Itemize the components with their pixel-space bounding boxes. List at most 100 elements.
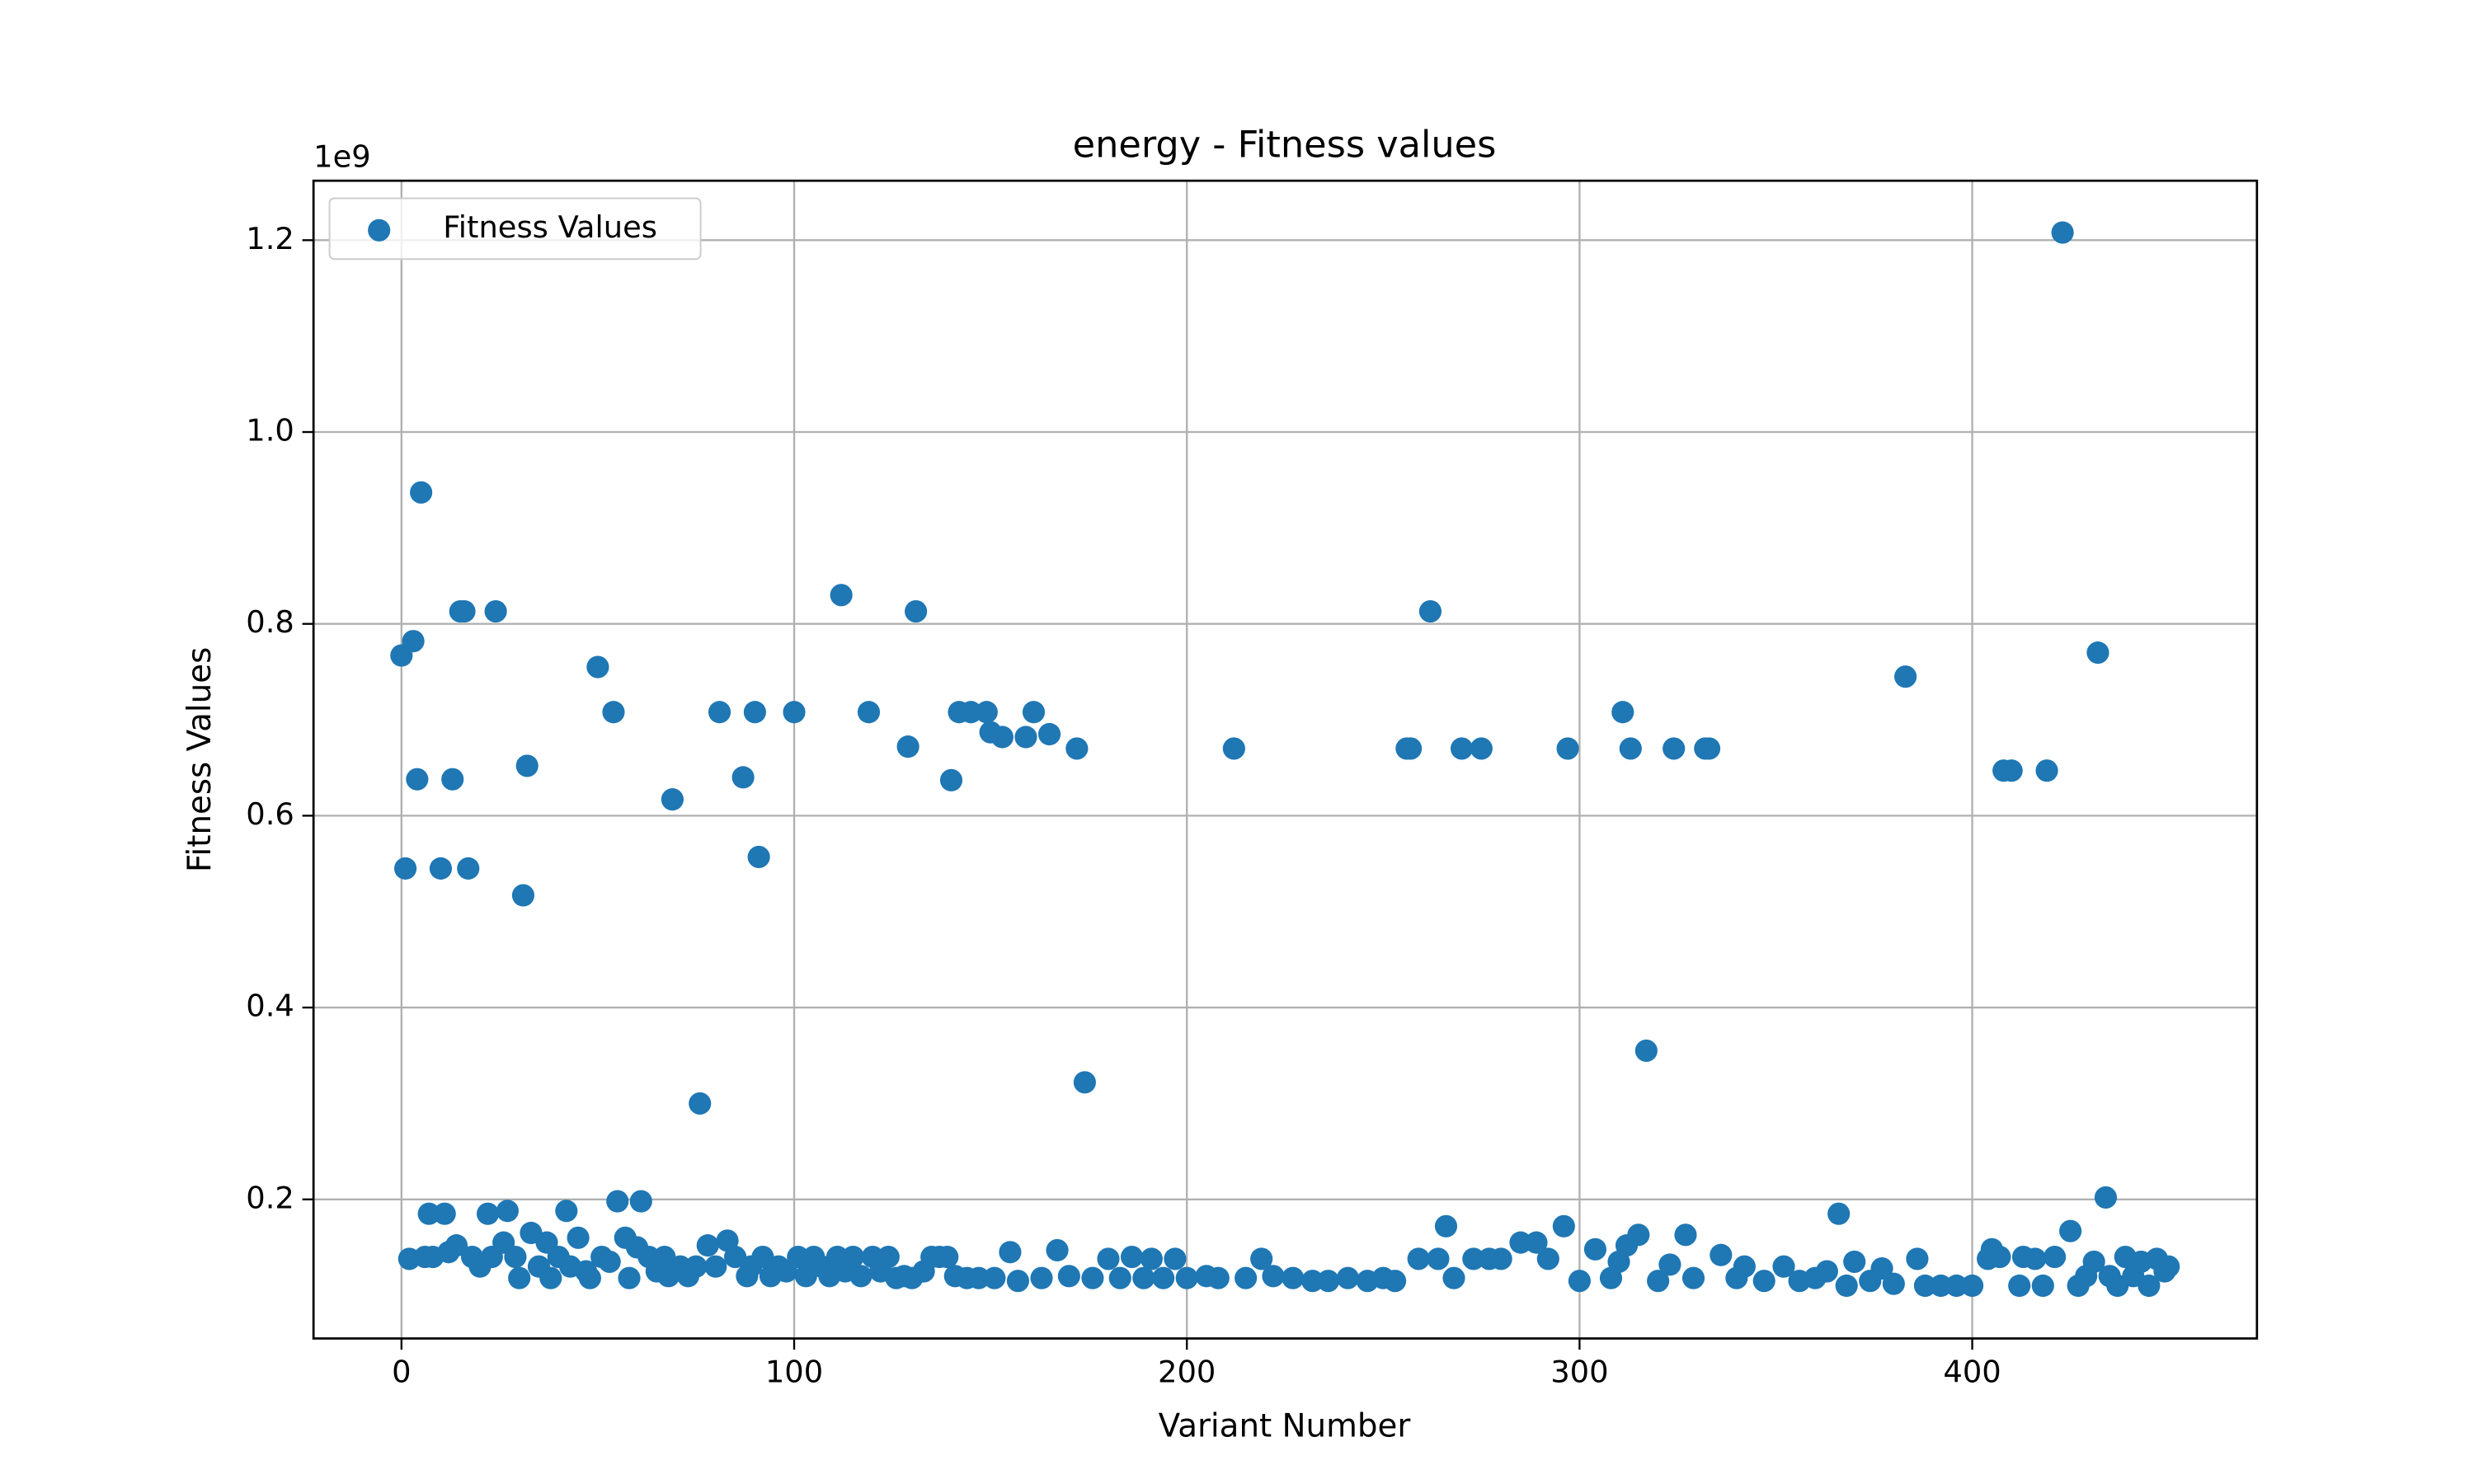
point	[1014, 726, 1037, 749]
point	[1383, 1270, 1407, 1293]
point	[1552, 1214, 1575, 1237]
point	[1235, 1266, 1258, 1289]
point	[1894, 665, 1917, 688]
point	[696, 1234, 719, 1257]
point	[896, 735, 920, 758]
point	[830, 584, 853, 607]
point	[1175, 1266, 1198, 1289]
point	[1663, 737, 1686, 760]
point	[999, 1241, 1022, 1264]
point	[1752, 1270, 1776, 1293]
point	[1037, 722, 1061, 746]
point	[1470, 737, 1493, 760]
point	[1615, 1234, 1639, 1257]
point	[983, 1266, 1006, 1289]
point	[1619, 737, 1642, 760]
point	[1536, 1247, 1559, 1270]
point	[629, 1190, 652, 1213]
point	[1647, 1270, 1670, 1293]
point	[1407, 1247, 1430, 1270]
point	[1913, 1274, 1936, 1298]
point	[841, 1246, 865, 1269]
point	[477, 1202, 500, 1225]
point	[508, 1266, 531, 1289]
point	[1960, 1274, 1984, 1298]
point	[1006, 1270, 1030, 1293]
point	[2086, 641, 2109, 665]
point	[990, 726, 1014, 749]
point	[1022, 701, 1046, 724]
point	[2043, 1246, 2067, 1269]
point	[602, 701, 625, 724]
point	[1065, 737, 1089, 760]
x-tick-label: 400	[1943, 1355, 2001, 1390]
point	[1697, 737, 1721, 760]
point	[555, 1200, 578, 1223]
point	[1108, 1266, 1131, 1289]
point	[598, 1250, 621, 1273]
point	[1929, 1274, 1953, 1298]
point	[787, 1246, 810, 1269]
point	[1206, 1266, 1230, 1289]
point	[1815, 1260, 1838, 1283]
point	[939, 768, 963, 791]
point	[731, 766, 755, 789]
point	[429, 857, 453, 880]
point	[1120, 1246, 1144, 1269]
y-tick-label: 0.2	[246, 1180, 294, 1215]
point	[1081, 1266, 1104, 1289]
point	[1906, 1247, 1929, 1270]
point	[539, 1266, 562, 1289]
point	[1870, 1256, 1893, 1280]
point	[1282, 1266, 1305, 1289]
point	[606, 1190, 629, 1213]
point	[708, 701, 731, 724]
point	[394, 857, 417, 880]
point	[905, 600, 928, 623]
point	[1733, 1255, 1756, 1278]
point	[511, 884, 535, 907]
plot-frame	[312, 179, 2259, 1340]
x-tick-label: 200	[1158, 1355, 1216, 1390]
point	[1164, 1247, 1187, 1270]
point	[1988, 1246, 2011, 1269]
point	[1434, 1214, 1458, 1237]
point	[1843, 1250, 1866, 1273]
y-offset-text: 1e9	[313, 139, 371, 175]
point	[1336, 1266, 1360, 1289]
point	[1152, 1266, 1175, 1289]
point	[444, 1234, 468, 1257]
point	[1827, 1202, 1851, 1225]
point	[1710, 1243, 1733, 1266]
x-tick-label: 0	[392, 1355, 411, 1390]
point	[1674, 1223, 1697, 1247]
point	[1658, 1253, 1681, 1276]
point	[441, 768, 464, 791]
point	[2051, 221, 2074, 244]
point	[1442, 1266, 1465, 1289]
point	[783, 701, 806, 724]
point	[1882, 1272, 1905, 1295]
point	[747, 845, 770, 869]
point	[2059, 1219, 2082, 1242]
point	[704, 1255, 727, 1278]
point	[1222, 737, 1245, 760]
point	[586, 655, 609, 679]
point	[496, 1200, 519, 1223]
point	[967, 1266, 990, 1289]
point	[504, 1246, 527, 1269]
x-tick-label: 100	[765, 1355, 823, 1390]
point	[1250, 1247, 1273, 1270]
point	[1262, 1265, 1285, 1288]
point	[2094, 1186, 2118, 1209]
point	[567, 1226, 590, 1249]
point	[1450, 737, 1474, 760]
point	[1140, 1247, 1163, 1270]
point	[457, 857, 480, 880]
point	[1046, 1238, 1069, 1262]
point	[417, 1202, 440, 1225]
point	[661, 788, 684, 811]
point	[2000, 759, 2023, 782]
point	[743, 701, 766, 724]
